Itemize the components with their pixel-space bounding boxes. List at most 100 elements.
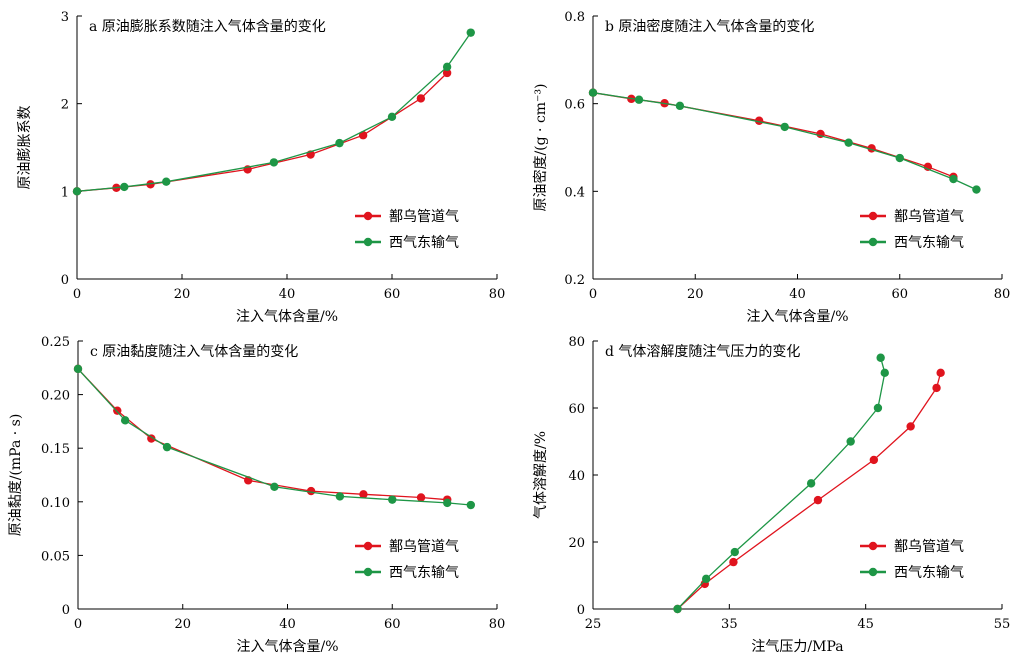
y-tick-label: 0 bbox=[61, 273, 69, 288]
x-tick-label: 20 bbox=[174, 287, 191, 302]
data-point bbox=[869, 455, 879, 465]
data-point bbox=[269, 158, 279, 167]
legend-marker-2 bbox=[363, 237, 373, 247]
y-tick-label: 40 bbox=[568, 469, 585, 484]
data-point bbox=[387, 112, 397, 122]
data-point bbox=[701, 574, 711, 584]
data-point bbox=[844, 138, 853, 147]
y-axis-label: 气体溶解度/% bbox=[533, 431, 549, 519]
x-tick-label: 25 bbox=[585, 617, 602, 632]
x-tick-label: 40 bbox=[789, 287, 806, 302]
data-point bbox=[359, 490, 368, 499]
y-tick-label: 0 bbox=[62, 603, 70, 618]
x-tick-label: 45 bbox=[857, 617, 874, 632]
data-point bbox=[932, 383, 941, 393]
x-axis-label: 注入气体含量/% bbox=[746, 309, 848, 325]
x-tick-label: 20 bbox=[687, 287, 704, 302]
y-tick-label: 60 bbox=[568, 402, 585, 417]
data-point bbox=[335, 492, 345, 501]
x-tick-label: 60 bbox=[384, 617, 401, 632]
x-tick-label: 0 bbox=[589, 287, 597, 302]
data-point bbox=[72, 187, 82, 196]
data-point bbox=[813, 495, 823, 505]
y-tick-label: 0.2 bbox=[564, 273, 585, 288]
legend-label: 西气东输气 bbox=[894, 565, 964, 581]
series-line-2 bbox=[77, 368, 471, 506]
panel-title: b 原油密度随注入气体含量的变化 bbox=[605, 18, 814, 35]
data-point bbox=[442, 62, 452, 72]
y-tick-label: 3 bbox=[61, 10, 69, 25]
data-point bbox=[442, 68, 452, 78]
x-tick-label: 80 bbox=[489, 617, 506, 632]
x-tick-label: 60 bbox=[384, 287, 401, 302]
x-tick-label: 60 bbox=[891, 287, 908, 302]
data-point bbox=[780, 122, 789, 132]
data-point bbox=[120, 416, 130, 425]
y-tick-label: 0.6 bbox=[564, 98, 585, 113]
x-tick-label: 20 bbox=[174, 617, 191, 632]
x-tick-label: 0 bbox=[73, 287, 81, 302]
legend-label: 鄯乌管道气 bbox=[389, 538, 459, 555]
y-tick-label: 20 bbox=[568, 536, 585, 551]
y-tick-label: 0.25 bbox=[41, 335, 70, 350]
x-tick-label: 35 bbox=[721, 617, 738, 632]
data-point bbox=[270, 482, 279, 491]
panel-b: 0 20 40 60 80 0.2 0.4 0.6 0.8 注入气体含量/% 原油密度/(g · c… bbox=[532, 10, 1010, 325]
legend-marker-1 bbox=[363, 541, 373, 551]
legend-label: 鄯乌管道气 bbox=[894, 208, 964, 225]
series-line-1 bbox=[592, 92, 954, 178]
data-point bbox=[416, 493, 426, 502]
y-tick-label: 2 bbox=[61, 98, 69, 113]
data-point bbox=[634, 95, 644, 104]
y-tick-label: 0.10 bbox=[41, 496, 70, 511]
data-point bbox=[588, 88, 598, 97]
data-point bbox=[729, 557, 738, 567]
data-point bbox=[162, 177, 171, 186]
panel-d: 25 35 45 55 0 20 40 60 80 注气压力/MPa 气体溶解度/% d 气体溶解度随… bbox=[533, 335, 1010, 655]
data-point bbox=[466, 28, 475, 37]
y-tick-label: 0.15 bbox=[41, 442, 70, 457]
data-point bbox=[466, 500, 476, 510]
data-point bbox=[806, 479, 816, 488]
x-axis-label: 注气压力/MPa bbox=[751, 639, 843, 655]
data-point bbox=[358, 131, 368, 140]
legend-marker-1 bbox=[868, 541, 878, 551]
legend-marker-1 bbox=[868, 211, 878, 221]
y-tick-label: 0.8 bbox=[564, 10, 585, 25]
legend-label: 西气东输气 bbox=[389, 235, 459, 251]
data-point bbox=[846, 437, 855, 446]
y-tick-label: 0 bbox=[577, 603, 585, 618]
data-point bbox=[936, 368, 945, 378]
panel-c: 0 20 40 60 80 0 0.05 0.10 0.15 0.20 0.25 注入气体含量/% 原油… bbox=[8, 335, 505, 655]
data-point bbox=[443, 498, 452, 508]
data-point bbox=[416, 94, 426, 103]
legend-label: 西气东输气 bbox=[894, 235, 964, 251]
x-tick-label: 80 bbox=[994, 287, 1011, 302]
data-point bbox=[306, 486, 316, 496]
series-line-1 bbox=[76, 72, 448, 192]
x-tick-label: 40 bbox=[279, 287, 296, 302]
series-line-2 bbox=[677, 357, 886, 610]
series-line-2 bbox=[76, 32, 472, 192]
data-point bbox=[162, 442, 172, 452]
x-tick-label: 0 bbox=[74, 617, 82, 632]
data-point bbox=[120, 182, 129, 192]
data-point bbox=[673, 604, 682, 614]
series-line-1 bbox=[77, 368, 448, 501]
data-point bbox=[146, 180, 155, 189]
data-point bbox=[335, 138, 344, 148]
data-point bbox=[949, 174, 958, 184]
legend-label: 鄯乌管道气 bbox=[894, 538, 964, 555]
data-point bbox=[895, 153, 904, 163]
x-axis-label: 注入气体含量/% bbox=[236, 639, 338, 655]
x-tick-label: 40 bbox=[279, 617, 296, 632]
y-axis-label: 原油膨胀系数 bbox=[16, 106, 33, 190]
panel-title: d 气体溶解度随注气压力的变化 bbox=[605, 344, 800, 360]
data-point bbox=[730, 547, 739, 557]
y-tick-label: 0.05 bbox=[41, 549, 70, 564]
data-point bbox=[876, 353, 885, 362]
data-point bbox=[675, 101, 685, 111]
legend-marker-2 bbox=[868, 237, 878, 247]
